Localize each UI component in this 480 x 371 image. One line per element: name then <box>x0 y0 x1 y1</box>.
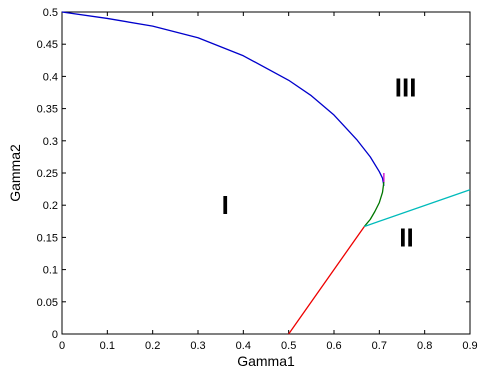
region-label: I <box>222 190 229 220</box>
y-tick-label: 0.05 <box>37 297 58 309</box>
x-tick-label: 0.1 <box>100 340 115 352</box>
x-axis-label: Gamma1 <box>237 353 295 369</box>
axis-ticks: 0 0.1 0.2 0.3 0.4 0.5 0.6 0.7 0.8 0.9 0 0.05 0.1 0.15… <box>37 7 478 352</box>
region-label: III <box>395 72 417 102</box>
y-tick-label: 0.3 <box>43 136 58 148</box>
y-tick-label: 0.25 <box>37 168 58 180</box>
y-tick-label: 0.45 <box>37 39 58 51</box>
region-label: II <box>399 222 413 252</box>
x-tick-label: 0.3 <box>190 340 205 352</box>
y-tick-label: 0.15 <box>37 232 58 244</box>
series-line-4 <box>364 189 471 228</box>
x-tick-label: 0.9 <box>462 340 477 352</box>
series-line-3 <box>288 226 365 335</box>
y-tick-label: 0.4 <box>43 71 58 83</box>
y-tick-label: 0.2 <box>43 200 58 212</box>
x-tick-label: 0.2 <box>145 340 160 352</box>
x-tick-label: 0 <box>59 340 65 352</box>
x-tick-label: 0.6 <box>326 340 341 352</box>
x-tick-label: 0.8 <box>417 340 432 352</box>
x-tick-label: 0.5 <box>281 340 296 352</box>
x-tick-label: 0.7 <box>372 340 387 352</box>
x-tick-label: 0.4 <box>236 340 251 352</box>
y-tick-label: 0.5 <box>43 7 58 19</box>
y-axis-label: Gamma2 <box>7 144 23 202</box>
plot-area <box>61 11 471 335</box>
series-line-2 <box>363 181 385 227</box>
series-line-0 <box>61 11 385 186</box>
y-tick-label: 0.1 <box>43 265 58 277</box>
series-lines <box>61 11 471 335</box>
y-tick-label: 0.35 <box>37 104 58 116</box>
y-tick-label: 0 <box>52 329 58 341</box>
